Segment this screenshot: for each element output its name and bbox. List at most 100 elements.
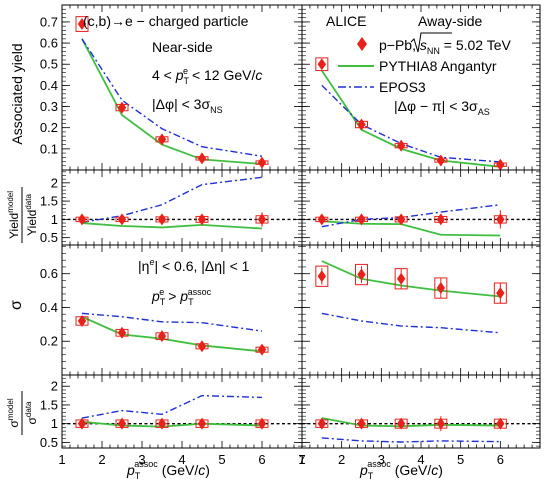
y-axis-titles: Associated yield Yieldmodel Yielddata σ … bbox=[6, 43, 39, 435]
sigma-ratio-numerator: σmodel bbox=[6, 398, 21, 427]
pythia-curve bbox=[81, 222, 263, 230]
data-point bbox=[436, 213, 446, 226]
x-tick-label: 1 bbox=[58, 452, 65, 467]
x-axis-title-left: pTassoc (GeV/c) bbox=[126, 459, 210, 481]
x-tick-label: 6 bbox=[497, 452, 504, 467]
y-tick-label: 2 bbox=[51, 379, 58, 394]
near-yield-ratio-panel: 0.5 1 1.5 2 bbox=[40, 169, 303, 246]
data-point bbox=[157, 133, 167, 146]
legend-data-entry: p−Pb, sNN = 5.02 TeV bbox=[357, 32, 512, 56]
data-point bbox=[197, 152, 207, 165]
data-point bbox=[157, 330, 167, 343]
pt-range-label: 4 < pTe < 12 GeV/c bbox=[152, 66, 262, 86]
x-tick-label: 5 bbox=[457, 452, 464, 467]
near-side-label: Near-side bbox=[152, 39, 213, 55]
yield-ratio-denominator: Yielddata bbox=[24, 194, 39, 236]
data-point bbox=[357, 118, 366, 131]
epos-curve bbox=[81, 312, 263, 332]
sigma-axis-title: σ bbox=[8, 300, 25, 310]
y-tick-label: 2 bbox=[51, 175, 58, 190]
epos-curve bbox=[321, 312, 501, 334]
yield-ratio-axis-title: Yieldmodel Yielddata bbox=[6, 187, 39, 243]
epos-curve bbox=[81, 394, 263, 419]
y-tick-label: 0.5 bbox=[40, 435, 58, 450]
y-tick-label: 1 bbox=[51, 212, 58, 227]
panel-frame bbox=[301, 169, 541, 246]
x-tick-label: 4 bbox=[417, 452, 424, 467]
plot-area bbox=[315, 57, 507, 170]
data-point bbox=[117, 101, 127, 114]
annotations: (c,b)→e − charged particle Near-side 4 <… bbox=[83, 13, 490, 307]
y-tick-label: 0.2 bbox=[40, 120, 58, 135]
data-point bbox=[436, 417, 446, 430]
y-tick-label: 0.4 bbox=[40, 78, 58, 93]
epos-curve bbox=[321, 437, 501, 443]
legend-data-label: p−Pb, sNN = 5.02 TeV bbox=[379, 37, 512, 56]
y-tick-label: 0.3 bbox=[40, 99, 58, 114]
y-tick-label: 0.2 bbox=[40, 334, 58, 349]
panel-frame bbox=[301, 374, 541, 449]
data-point bbox=[257, 156, 267, 169]
data-point bbox=[396, 213, 406, 226]
legend-epos-label: EPOS3 bbox=[379, 79, 426, 95]
data-point bbox=[396, 417, 406, 430]
data-point bbox=[436, 154, 446, 167]
x-tick-label: 2 bbox=[338, 452, 345, 467]
near-sigma-ratio-panel: 0.511.521 2 3 4 5 6 7 bbox=[40, 374, 306, 467]
away-sigma-panel bbox=[301, 244, 541, 376]
y-tick-label: 1 bbox=[51, 416, 58, 431]
epos-curve bbox=[81, 38, 263, 157]
y-tick-label: 0.7 bbox=[40, 14, 58, 29]
data-point bbox=[396, 272, 406, 285]
near-sigma-panel: 0.2 0.4 0.6 bbox=[40, 244, 303, 376]
data-point bbox=[317, 270, 327, 283]
process-label: (c,b)→e − charged particle bbox=[83, 13, 249, 29]
data-point bbox=[157, 417, 167, 430]
y-tick-label: 0.5 bbox=[40, 230, 58, 245]
legend-pythia-entry: PYTHIA8 Angantyr bbox=[338, 58, 497, 74]
pythia-curve bbox=[321, 417, 501, 428]
x-tick-label: 7 bbox=[298, 452, 305, 467]
near-side-cut-label: |Δφ| < 3σNS bbox=[152, 96, 223, 115]
x-tick-label: 3 bbox=[378, 452, 385, 467]
plot-area bbox=[62, 176, 302, 230]
away-sigma-ratio-panel: 1 2 3 4 5 6 bbox=[298, 374, 541, 467]
data-point bbox=[396, 139, 406, 152]
data-syst-box bbox=[75, 16, 89, 32]
data-point bbox=[117, 213, 127, 226]
x-axis-titles: pTassoc (GeV/c) pTassoc (GeV/c) bbox=[126, 459, 443, 481]
plot-area bbox=[75, 312, 269, 356]
pythia-curve bbox=[321, 260, 501, 298]
data-point bbox=[197, 213, 207, 226]
pt-condition-label: pTe > pTassoc bbox=[151, 287, 212, 307]
legend: p−Pb, sNN = 5.02 TeV PYTHIA8 Angantyr EP… bbox=[338, 32, 512, 95]
y-tick-label: 0.6 bbox=[40, 266, 58, 281]
plot-area bbox=[62, 394, 302, 430]
data-point bbox=[197, 417, 207, 430]
x-tick-label: 4 bbox=[178, 452, 185, 467]
data-point bbox=[77, 417, 87, 430]
data-point bbox=[317, 58, 327, 71]
near-yield-panel: 0.1 0.2 0.3 0.4 0.5 0.6 0.7 bbox=[40, 4, 303, 171]
y-tick-label: 0.4 bbox=[40, 300, 58, 315]
data-point bbox=[257, 213, 267, 226]
legend-data-marker bbox=[357, 37, 367, 51]
pythia-curve bbox=[321, 220, 501, 237]
y-tick-label: 1.5 bbox=[40, 194, 58, 209]
data-point bbox=[496, 417, 505, 430]
x-tick-label: 5 bbox=[218, 452, 225, 467]
data-point bbox=[77, 213, 87, 226]
data-point bbox=[117, 326, 127, 339]
yield-ratio-numerator: Yieldmodel bbox=[6, 191, 21, 239]
data-point bbox=[257, 417, 267, 430]
data-point bbox=[77, 314, 87, 327]
plot-area bbox=[75, 16, 269, 169]
data-point bbox=[357, 417, 366, 430]
legend-sqrt-sign bbox=[410, 32, 452, 53]
data-syst-box bbox=[315, 57, 329, 72]
epos-curve bbox=[321, 84, 501, 163]
data-point bbox=[357, 268, 366, 281]
data-syst-box bbox=[355, 263, 368, 286]
data-point bbox=[317, 213, 327, 226]
